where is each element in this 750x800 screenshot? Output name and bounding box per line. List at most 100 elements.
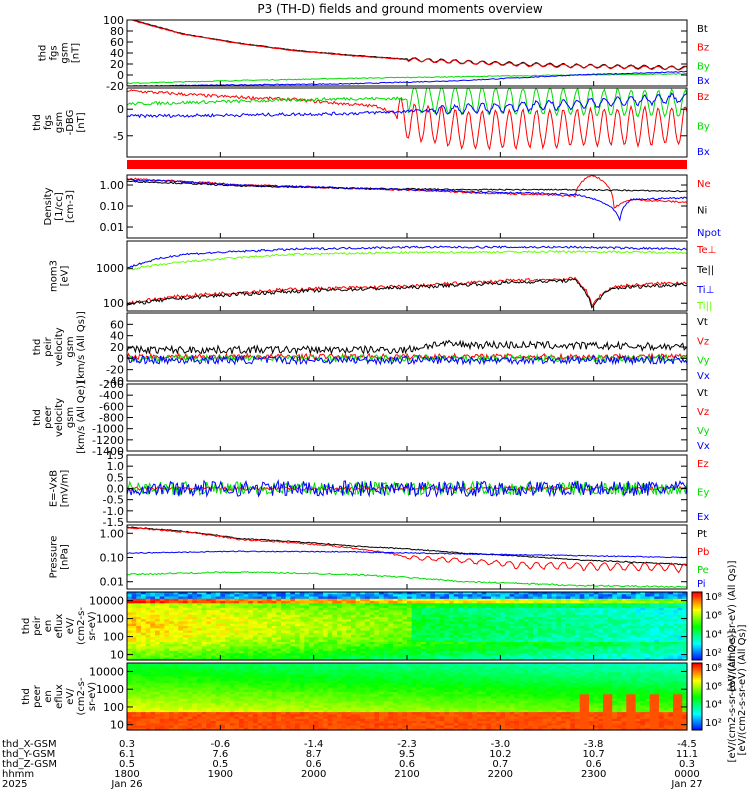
- heatmap-cell: [192, 703, 198, 706]
- heatmap-cell: [402, 630, 408, 634]
- heatmap-cell: [388, 644, 394, 647]
- heatmap-cell: [500, 610, 506, 613]
- heatmap-cell: [449, 653, 455, 657]
- heatmap-cell: [621, 603, 627, 607]
- heatmap-cell: [374, 626, 380, 629]
- heatmap-cell: [407, 639, 413, 643]
- heatmap-cell: [519, 623, 525, 627]
- heatmap-cell: [612, 623, 618, 627]
- heatmap-cell: [281, 614, 287, 618]
- heatmap-cell: [565, 616, 571, 620]
- heatmap-cell: [654, 628, 660, 632]
- heatmap-cell: [229, 696, 235, 700]
- heatmap-cell: [481, 603, 487, 607]
- heatmap-cell: [285, 641, 291, 645]
- heatmap-cell: [295, 648, 301, 652]
- heatmap-cell: [150, 644, 156, 647]
- heatmap-cell: [127, 596, 133, 600]
- heatmap-cell: [323, 653, 329, 657]
- heatmap-cell: [159, 674, 165, 677]
- heatmap-cell: [463, 626, 469, 629]
- heatmap-cell: [631, 632, 637, 636]
- heatmap-cell: [570, 637, 576, 641]
- legend-By: By: [697, 122, 710, 133]
- heatmap-cell: [169, 696, 175, 700]
- heatmap-cell: [593, 603, 599, 607]
- heatmap-cell: [131, 674, 137, 677]
- heatmap-cell: [425, 619, 431, 623]
- heatmap-cell: [453, 639, 459, 643]
- heatmap-cell: [211, 676, 217, 680]
- y-axis-label-line: (cm2-s-: [76, 607, 87, 645]
- heatmap-cell: [243, 637, 249, 641]
- heatmap-cell: [677, 619, 683, 623]
- heatmap-cell: [234, 689, 240, 693]
- heatmap-cell: [663, 626, 669, 629]
- y-axis-label-line: [eV]: [60, 266, 71, 287]
- heatmap-cell: [369, 630, 375, 634]
- heatmap-cell: [523, 641, 529, 645]
- heatmap-cell: [411, 630, 417, 634]
- heatmap-cell: [491, 632, 497, 636]
- heatmap-cell: [285, 667, 291, 671]
- heatmap-cell: [192, 701, 198, 704]
- heatmap-cell: [239, 694, 245, 698]
- heatmap-cell: [444, 619, 450, 623]
- heatmap-cell: [225, 614, 231, 618]
- heatmap-cell: [458, 616, 464, 620]
- heatmap-cell: [173, 657, 179, 661]
- heatmap-cell: [341, 655, 347, 659]
- heatmap-cell: [360, 626, 366, 629]
- heatmap-cell: [159, 709, 165, 713]
- heatmap-cell: [215, 709, 221, 713]
- heatmap-cell: [295, 644, 301, 647]
- heatmap-cell: [257, 718, 263, 722]
- heatmap-cell: [663, 607, 669, 611]
- heatmap-cell: [407, 592, 413, 595]
- heatmap-cell: [388, 616, 394, 620]
- heatmap-cell: [267, 628, 273, 632]
- heatmap-cell: [131, 721, 137, 724]
- heatmap-cell: [239, 594, 245, 598]
- heatmap-cell: [159, 663, 165, 666]
- legend-Ey: Ey: [697, 488, 709, 499]
- heatmap-cell: [537, 646, 543, 650]
- heatmap-cell: [519, 601, 525, 604]
- heatmap-cell: [411, 639, 417, 643]
- heatmap-cell: [682, 655, 688, 659]
- heatmap-cell: [654, 650, 660, 654]
- heatmap-cell: [575, 639, 581, 643]
- heatmap-cell: [635, 635, 641, 638]
- heatmap-cell: [570, 601, 576, 604]
- heatmap-cell: [565, 605, 571, 609]
- heatmap-cell: [281, 635, 287, 638]
- heatmap-cell: [519, 648, 525, 652]
- heatmap-cell: [131, 694, 137, 698]
- heatmap-cell: [309, 644, 315, 647]
- heatmap-cell: [206, 692, 212, 695]
- heatmap-cell: [178, 680, 184, 684]
- heatmap-cell: [234, 635, 240, 638]
- heatmap-cell: [215, 678, 221, 682]
- heatmap-cell: [449, 632, 455, 636]
- heatmap-cell: [267, 614, 273, 618]
- legend-Bt: Bt: [697, 24, 708, 35]
- heatmap-cell: [201, 637, 207, 641]
- heatmap-cell: [547, 639, 553, 643]
- heatmap-cell: [136, 619, 142, 623]
- heatmap-cell: [416, 612, 422, 616]
- heatmap-cell: [234, 607, 240, 611]
- heatmap-cell: [173, 616, 179, 620]
- heatmap-cell: [635, 596, 641, 600]
- heatmap-cell: [173, 601, 179, 604]
- heatmap-cell: [635, 619, 641, 623]
- heatmap-cell: [183, 678, 189, 682]
- heatmap-cell: [397, 644, 403, 647]
- heatmap-cell: [663, 653, 669, 657]
- heatmap-cell: [621, 598, 627, 602]
- heatmap-cell: [220, 676, 226, 680]
- heatmap-cell: [313, 635, 319, 638]
- heatmap-cell: [159, 696, 165, 700]
- heatmap-cell: [262, 725, 268, 729]
- heatmap-cell: [229, 683, 235, 686]
